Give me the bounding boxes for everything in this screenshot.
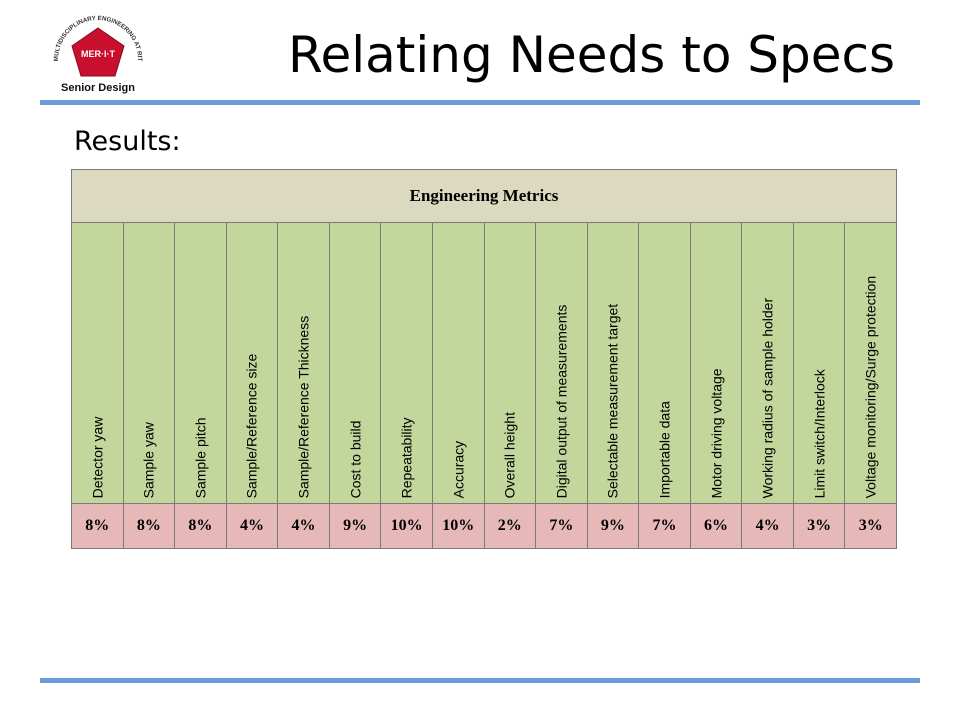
logo-center-text: MER·I·T: [81, 49, 115, 59]
metric-name: Cost to build: [346, 420, 363, 498]
metric-name-cell: Digital output of measurements: [535, 222, 588, 504]
metric-weight: 3%: [792, 503, 846, 549]
metric-weight: 4%: [225, 503, 279, 549]
metric-name-cell: Repeatability: [380, 222, 433, 504]
metric-name: Digital output of measurements: [553, 304, 570, 498]
metric-names-row: Detector yaw Sample yaw Sample pitch Sample…: [71, 222, 897, 504]
metric-name: Sample yaw: [140, 421, 157, 498]
metric-name-cell: Accuracy: [431, 222, 485, 504]
metric-name: Repeatability: [398, 417, 415, 498]
bottom-divider: [40, 678, 920, 683]
metric-name: Sample/Reference Thickness: [295, 315, 312, 498]
metric-name-cell: Sample/Reference size: [225, 222, 279, 504]
metric-weight: 4%: [277, 503, 330, 549]
metric-weight: 7%: [638, 503, 691, 549]
metric-weight: 7%: [535, 503, 588, 549]
metric-name-cell: Sample yaw: [122, 222, 176, 504]
metric-weight: 10%: [380, 503, 433, 549]
metric-name-cell: Selectable measurement target: [586, 222, 640, 504]
slide-title: Relating Needs to Specs: [288, 26, 896, 84]
metric-weight: 6%: [689, 503, 743, 549]
metric-name: Detector yaw: [89, 416, 106, 498]
metric-name-cell: Sample/Reference Thickness: [277, 222, 330, 504]
metric-name-cell: Detector yaw: [71, 222, 124, 504]
metric-name-cell: Voltage monitoring/Surge protection: [844, 222, 897, 504]
metric-name-cell: Overall height: [483, 222, 537, 504]
metric-weight: 8%: [174, 503, 227, 549]
slide-subtitle: Results:: [74, 126, 181, 157]
metric-name-cell: Cost to build: [328, 222, 382, 504]
metric-name: Sample pitch: [192, 417, 209, 498]
metric-name: Motor driving voltage: [707, 368, 724, 498]
metric-name: Sample/Reference size: [243, 353, 260, 498]
metric-weight: 8%: [122, 503, 176, 549]
logo-caption: Senior Design: [61, 82, 135, 94]
logo-pentagon: [71, 27, 125, 77]
metric-name: Importable data: [656, 400, 673, 498]
metric-weight: 10%: [431, 503, 485, 549]
metric-name: Overall height: [501, 411, 518, 498]
metric-weight: 3%: [844, 503, 897, 549]
mer-it-senior-design-logo: MULTIDISCIPLINARY ENGINEERING AT RIT MER…: [53, 15, 143, 94]
table-header: Engineering Metrics: [71, 169, 897, 223]
metric-weight: 8%: [71, 503, 124, 549]
metric-name: Accuracy: [450, 440, 467, 498]
metric-name: Voltage monitoring/Surge protection: [862, 275, 879, 498]
metric-name-cell: Importable data: [638, 222, 691, 504]
metric-name: Selectable measurement target: [604, 303, 621, 498]
metric-weight: 4%: [741, 503, 794, 549]
metric-weights-row: 8% 8% 8% 4% 4% 9% 10% 10% 2% 7% 9% 7% 6% 4% 3% 3%: [71, 503, 897, 549]
metric-name-cell: Working radius of sample holder: [741, 222, 794, 504]
metric-name: Limit switch/Interlock: [810, 368, 827, 498]
engineering-metrics-table: Engineering Metrics Detector yaw Sample y…: [71, 169, 897, 549]
metric-name-cell: Motor driving voltage: [689, 222, 743, 504]
metric-weight: 2%: [483, 503, 537, 549]
metric-name-cell: Sample pitch: [174, 222, 227, 504]
metric-weight: 9%: [586, 503, 640, 549]
metric-weight: 9%: [328, 503, 382, 549]
metric-name-cell: Limit switch/Interlock: [792, 222, 846, 504]
top-divider: [40, 100, 920, 105]
metric-name: Working radius of sample holder: [759, 297, 776, 498]
